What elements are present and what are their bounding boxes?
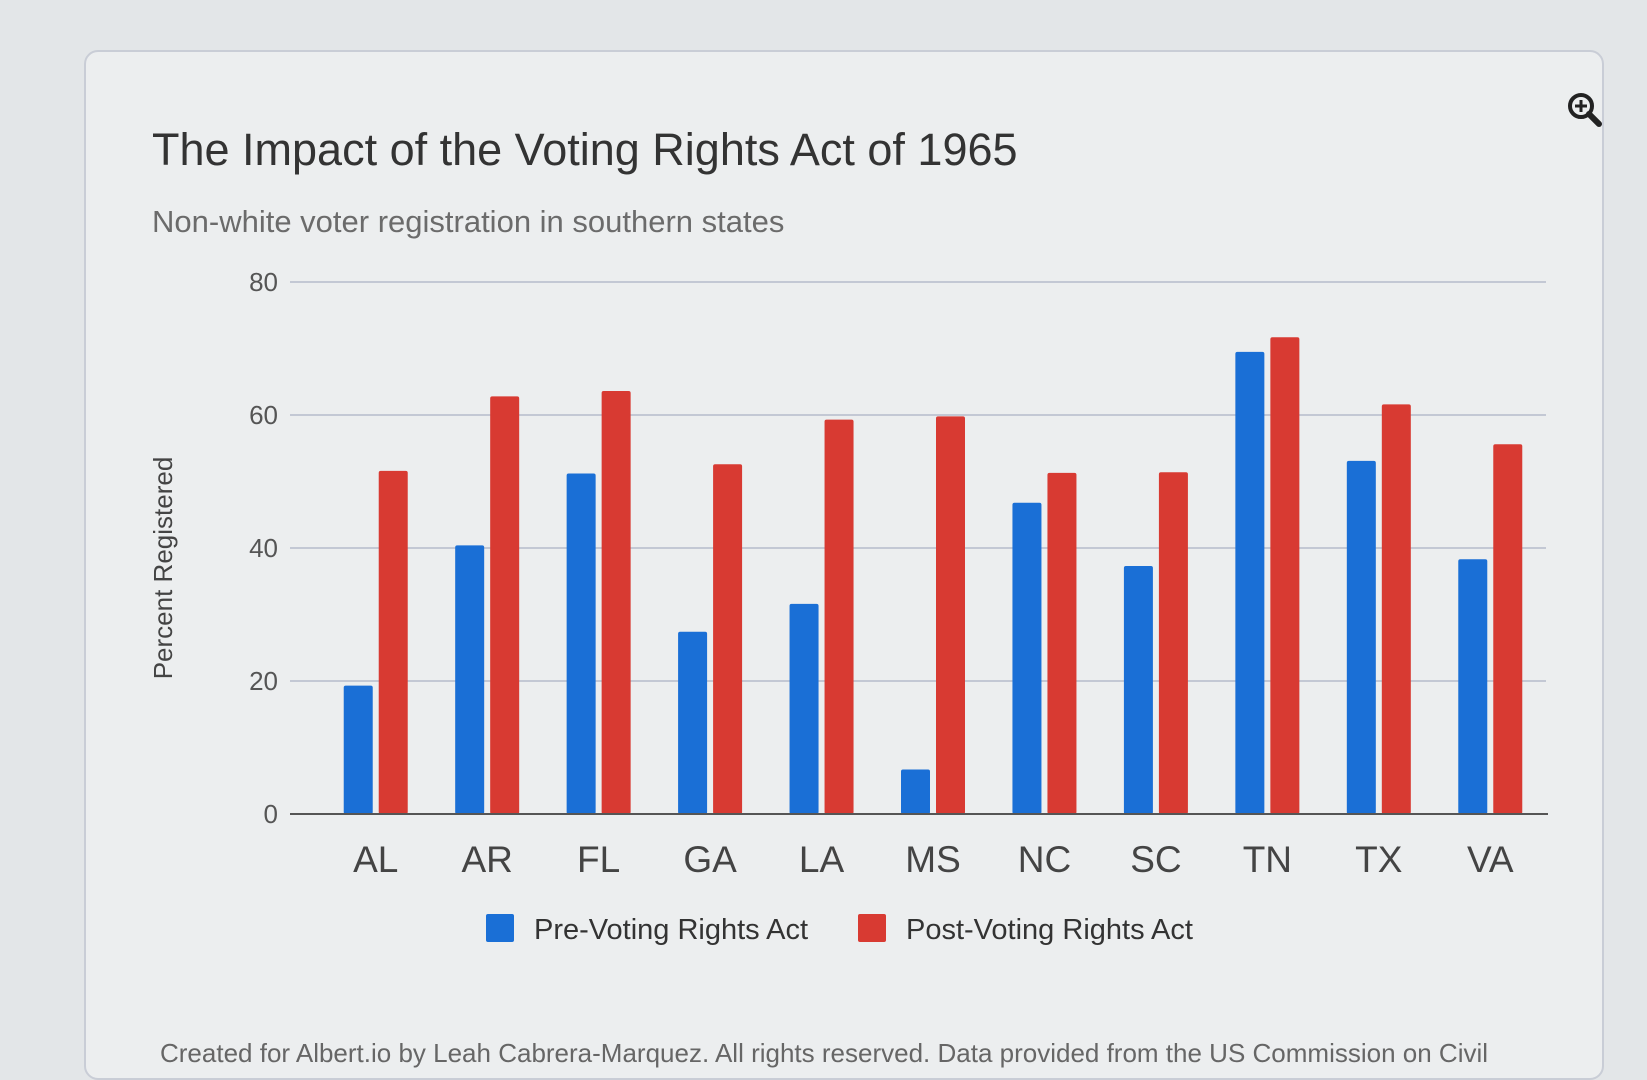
bar-pre-la[interactable] (789, 603, 819, 814)
bar-post-ms[interactable] (936, 416, 965, 814)
legend-label-post[interactable]: Post-Voting Rights Act (906, 914, 1193, 946)
bar-post-ga[interactable] (713, 464, 743, 814)
bar-post-ar[interactable] (490, 396, 520, 814)
y-axis-ticks: 0 20 40 60 80 (249, 267, 278, 829)
x-tick-label: VA (1467, 839, 1514, 880)
legend: Pre-Voting Rights Act Post-Voting Rights … (486, 914, 1193, 946)
x-tick-label: TN (1243, 839, 1292, 880)
bars (343, 337, 1523, 814)
bar-post-sc[interactable] (1158, 472, 1188, 814)
legend-swatch-post[interactable] (858, 914, 886, 942)
bar-chart: 0 20 40 60 80 Percent Registered AL AR FL GA LA M… (148, 267, 1548, 946)
y-tick-label: 40 (249, 533, 278, 563)
x-tick-label: AL (353, 839, 398, 880)
y-tick-label: 0 (264, 799, 278, 829)
bar-post-al[interactable] (378, 470, 408, 814)
y-axis-label: Percent Registered (148, 457, 178, 680)
bar-pre-ga[interactable] (678, 631, 708, 814)
y-tick-label: 80 (249, 267, 278, 297)
x-tick-label: LA (799, 839, 845, 880)
bar-post-fl[interactable] (601, 391, 631, 814)
bar-pre-al[interactable] (343, 685, 373, 814)
zoom-in-icon[interactable] (1564, 90, 1604, 130)
bar-pre-va[interactable] (1458, 559, 1488, 814)
x-tick-label: AR (461, 839, 512, 880)
y-tick-label: 20 (249, 666, 278, 696)
bar-pre-ms[interactable] (901, 769, 930, 814)
bar-pre-fl[interactable] (566, 473, 596, 814)
legend-swatch-pre[interactable] (486, 914, 514, 942)
x-tick-label: MS (905, 839, 961, 880)
bar-pre-sc[interactable] (1123, 565, 1153, 814)
bar-post-tn[interactable] (1270, 337, 1300, 814)
bar-pre-tn[interactable] (1235, 351, 1265, 814)
x-axis-ticks: AL AR FL GA LA MS NC SC TN TX VA (353, 839, 1514, 880)
x-tick-label: NC (1018, 839, 1071, 880)
bar-post-va[interactable] (1493, 444, 1523, 814)
bar-post-nc[interactable] (1047, 472, 1077, 814)
chart-subtitle: Non-white voter registration in southern… (152, 204, 785, 239)
bar-pre-nc[interactable] (1012, 502, 1042, 814)
y-tick-label: 60 (249, 400, 278, 430)
bar-post-tx[interactable] (1381, 404, 1411, 814)
x-tick-label: FL (577, 839, 620, 880)
bar-pre-tx[interactable] (1346, 460, 1376, 814)
legend-label-pre[interactable]: Pre-Voting Rights Act (534, 914, 808, 946)
x-tick-label: SC (1130, 839, 1181, 880)
chart-title: The Impact of the Voting Rights Act of 1… (152, 124, 1018, 175)
bar-pre-ar[interactable] (455, 545, 485, 814)
x-tick-label: GA (683, 839, 737, 880)
bar-post-la[interactable] (824, 419, 854, 814)
x-tick-label: TX (1355, 839, 1402, 880)
